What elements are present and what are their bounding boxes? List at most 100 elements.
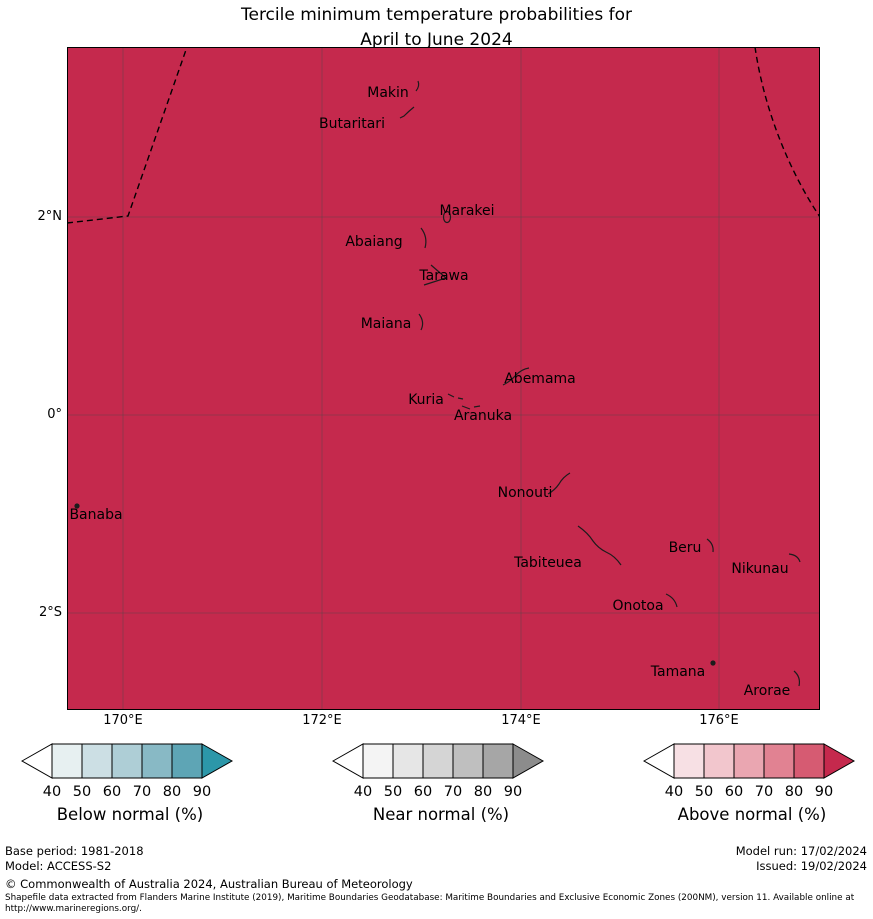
xtick-172e: 172°E [302,713,342,728]
legend-tick: 50 [695,784,713,800]
island-nonouti-shape [547,472,571,495]
island-label-maiana: Maiana [361,316,412,332]
legend-above-seg-70 [763,743,795,779]
eez-boundary-lines [67,47,820,224]
chart-title-line1: Tercile minimum temperature probabilitie… [240,5,633,25]
legend-below-seg-80 [171,743,203,779]
island-shapes [74,80,801,687]
eez-boundary-west [67,47,188,224]
legend-tick: 80 [163,784,181,800]
legend-above-colorbar: 40 50 60 70 80 90 [642,743,856,800]
island-makin-shape [415,80,420,92]
legend-near-left-arrow [331,743,364,779]
island-label-onotoa: Onotoa [612,598,663,614]
island-label-makin: Makin [367,85,409,101]
legend-near-seg-50 [392,743,424,779]
copyright-text: © Commonwealth of Australia 2024, Austra… [5,877,413,891]
legend-near-colorbar: 40 50 60 70 80 90 [331,743,545,800]
island-tabiteuea-shape [577,525,622,566]
island-label-aranuka: Aranuka [454,408,512,424]
ytick-0: 0° [47,407,62,422]
island-label-arorae: Arorae [744,683,791,699]
legend-tick: 50 [73,784,91,800]
legend-above-right-arrow [823,743,856,779]
model-text: Model: ACCESS-S2 [5,859,112,873]
ytick-2n: 2°N [37,209,63,224]
island-label-tabiteuea: Tabiteuea [513,555,582,571]
legend-near-normal: 40 50 60 70 80 90 Near normal (%) [331,742,551,824]
island-label-beru: Beru [669,540,702,556]
island-aranuka-shape [461,405,481,410]
island-marakei-shape [442,210,452,224]
island-label-nonouti: Nonouti [498,485,553,501]
island-label-abemama: Abemama [504,371,576,387]
legend-tick: 60 [414,784,432,800]
island-butaritari-shape [399,106,415,119]
legend-below-seg-40 [51,743,83,779]
issued-text: Issued: 19/02/2024 [756,859,867,873]
base-period-text: Base period: 1981-2018 [5,844,144,858]
legend-below-left-arrow [20,743,53,779]
map-probability-fill [67,47,820,710]
island-label-kuria: Kuria [408,392,444,408]
legend-tick: 60 [103,784,121,800]
footer-right: Model run: 17/02/2024 Issued: 19/02/2024 [736,844,867,874]
shapefile-attribution-text: Shapefile data extracted from Flanders M… [5,893,855,914]
xtick-174e: 174°E [501,713,541,728]
legend-near-seg-60 [422,743,454,779]
legend-below-seg-60 [111,743,143,779]
island-onotoa-shape [665,593,678,608]
island-label-banaba: Banaba [69,507,122,523]
legend-tick: 80 [785,784,803,800]
legend-near-seg-40 [362,743,394,779]
legend-near-right-arrow [512,743,545,779]
legend-above-seg-40 [673,743,705,779]
island-tarawa-shape [423,264,448,286]
eez-boundary-east [754,47,820,218]
legend-above-seg-80 [793,743,825,779]
map-border [67,47,820,710]
island-beru-shape [706,538,714,553]
model-run-text: Model run: 17/02/2024 [735,844,867,858]
island-label-tamana: Tamana [650,664,705,680]
legend-tick: 40 [665,784,683,800]
legend-near-seg-70 [452,743,484,779]
legend-tick: 50 [384,784,402,800]
island-banaba-shape [74,503,80,509]
island-kuria-shape [447,393,464,400]
legend-below-right-arrow [201,743,234,779]
island-abemama-shape [502,367,530,386]
legend-tick: 90 [504,784,522,800]
legend-below-colorbar: 40 50 60 70 80 90 [20,743,234,800]
legend-above-seg-50 [703,743,735,779]
island-tamana-shape [710,660,716,666]
xtick-176e: 176°E [699,713,739,728]
island-label-abaiang: Abaiang [345,234,402,250]
legend-tick: 60 [725,784,743,800]
legend-below-title: Below normal (%) [56,805,204,824]
chart-title-line2: April to June 2024 [360,30,513,50]
island-abaiang-shape [420,227,427,249]
legend-tick: 90 [815,784,833,800]
island-labels: Makin Butaritari Marakei Abaiang Tarawa … [69,85,790,699]
legend-above-normal: 40 50 60 70 80 90 Above normal (%) [642,742,862,824]
legend-tick: 70 [755,784,773,800]
island-label-tarawa: Tarawa [418,268,468,284]
legend-below-seg-70 [141,743,173,779]
legend-below-seg-50 [81,743,113,779]
legend-above-left-arrow [642,743,675,779]
chart-title: Tercile minimum temperature probabilitie… [0,3,873,53]
island-nikunau-shape [788,553,801,563]
footer-left: Base period: 1981-2018 Model: ACCESS-S2 [5,844,144,874]
island-arorae-shape [793,670,801,687]
legend-tick: 40 [354,784,372,800]
map: Makin Butaritari Marakei Abaiang Tarawa … [67,47,820,710]
island-label-marakei: Marakei [439,203,494,219]
legend-above-ticks: 40 50 60 70 80 90 [665,784,833,800]
legend-tick: 70 [133,784,151,800]
legend-below-ticks: 40 50 60 70 80 90 [43,784,211,800]
legend-near-title: Near normal (%) [372,805,510,824]
island-maiana-shape [418,313,424,331]
island-label-nikunau: Nikunau [731,561,788,577]
